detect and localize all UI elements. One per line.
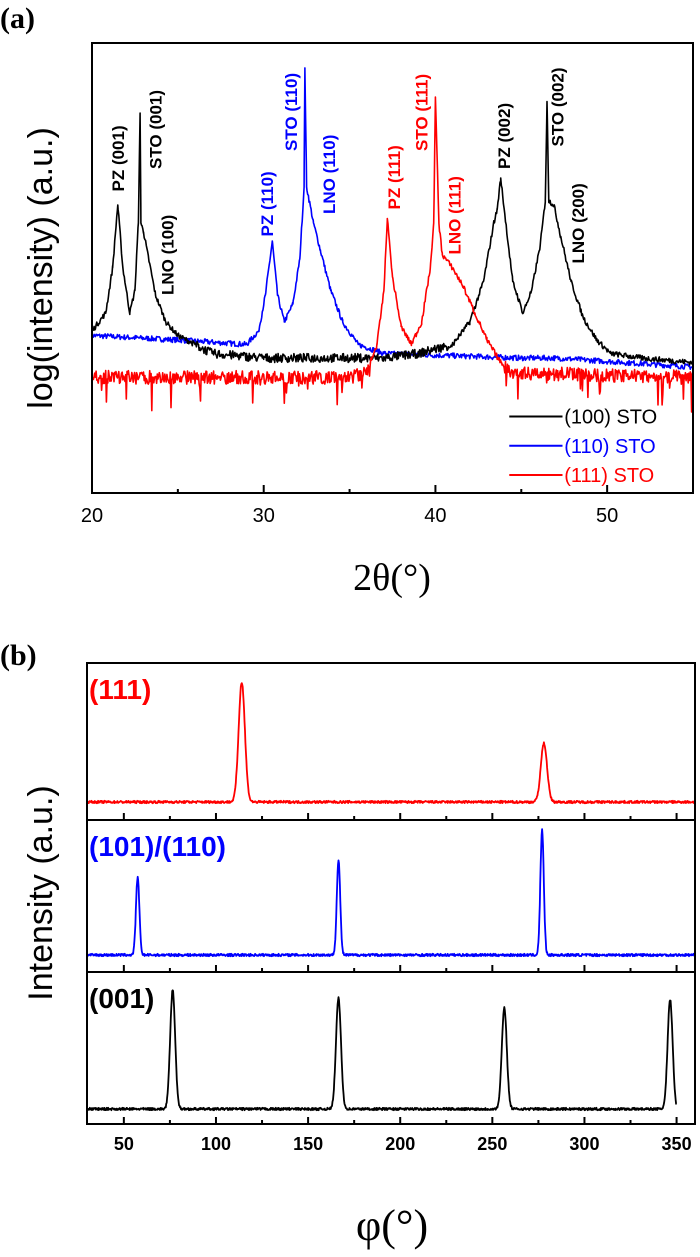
plot-area <box>87 682 695 1112</box>
x-tick-label: 50 <box>114 1134 134 1154</box>
subpanel-label: (001) <box>89 983 154 1014</box>
peak-annotation: STO (002) <box>548 67 567 146</box>
series-line-001 <box>87 989 677 1112</box>
peak-annotation: PZ (110) <box>258 171 277 236</box>
panel-a-xrd-2theta: PZ (001) STO (001) LNO (100) PZ (110) STO (1… <box>81 42 694 527</box>
series-line-101-110 <box>87 828 695 958</box>
peak-annotation: PZ (002) <box>495 103 514 169</box>
panel-a-x-axis-label: 2θ(°) <box>353 557 431 599</box>
x-tick-label: 40 <box>424 505 446 527</box>
subpanel-label: (111) <box>89 674 151 705</box>
plot-frame <box>91 42 694 494</box>
x-tick-label: 50 <box>596 505 618 527</box>
x-tick-label: 350 <box>662 1134 692 1154</box>
legend-label: (110) STO <box>564 436 656 458</box>
legend-label: (111) STO <box>564 465 654 487</box>
peak-annotation: LNO (200) <box>569 183 588 263</box>
panel-b-label: (b) <box>0 639 37 672</box>
peak-annotation: LNO (110) <box>320 135 339 214</box>
x-tick-label: 300 <box>569 1134 599 1154</box>
peak-annotation: LNO (100) <box>159 215 178 295</box>
series-line-100-sto <box>92 100 693 366</box>
x-tick-label: 250 <box>477 1134 507 1154</box>
x-tick-label: 100 <box>201 1134 231 1154</box>
panel-a-label: (a) <box>0 2 35 35</box>
peak-annotation: STO (110) <box>282 73 301 151</box>
panel-b-x-axis-label: φ(°) <box>356 1201 428 1250</box>
subpanel-frame <box>86 662 696 821</box>
subpanel-label: (101)/(110) <box>89 831 226 862</box>
x-tick-label: 150 <box>293 1134 323 1154</box>
x-tick-label: 30 <box>253 505 275 527</box>
legend-label: (100) STO <box>564 407 657 429</box>
series-line-111-sto <box>92 96 693 413</box>
subpanel-frame <box>86 971 696 1125</box>
peak-annotation: LNO (111) <box>445 176 464 254</box>
plot-area: PZ (001) STO (001) LNO (100) PZ (110) STO (1… <box>92 67 693 413</box>
series-line-111 <box>87 682 695 805</box>
panel-a-y-axis-label: log(intensity) (a.u.) <box>22 127 60 409</box>
peak-annotation: STO (111) <box>413 74 432 151</box>
panel-b-y-axis-label: Intensity (a.u.) <box>22 785 60 1000</box>
panel-b-phi-scan: (111) (101)/(110) (001) 50 100 150 200 250 300 35… <box>86 662 696 1154</box>
x-tick-label: 20 <box>81 505 103 527</box>
peak-annotation: PZ (111) <box>385 145 404 209</box>
peak-annotation: STO (001) <box>147 90 166 169</box>
peak-annotation: PZ (001) <box>109 125 128 191</box>
series-line-110-sto <box>92 67 693 370</box>
legend: (100) STO (110) STO (111) STO <box>509 407 657 487</box>
x-tick-label: 200 <box>385 1134 415 1154</box>
